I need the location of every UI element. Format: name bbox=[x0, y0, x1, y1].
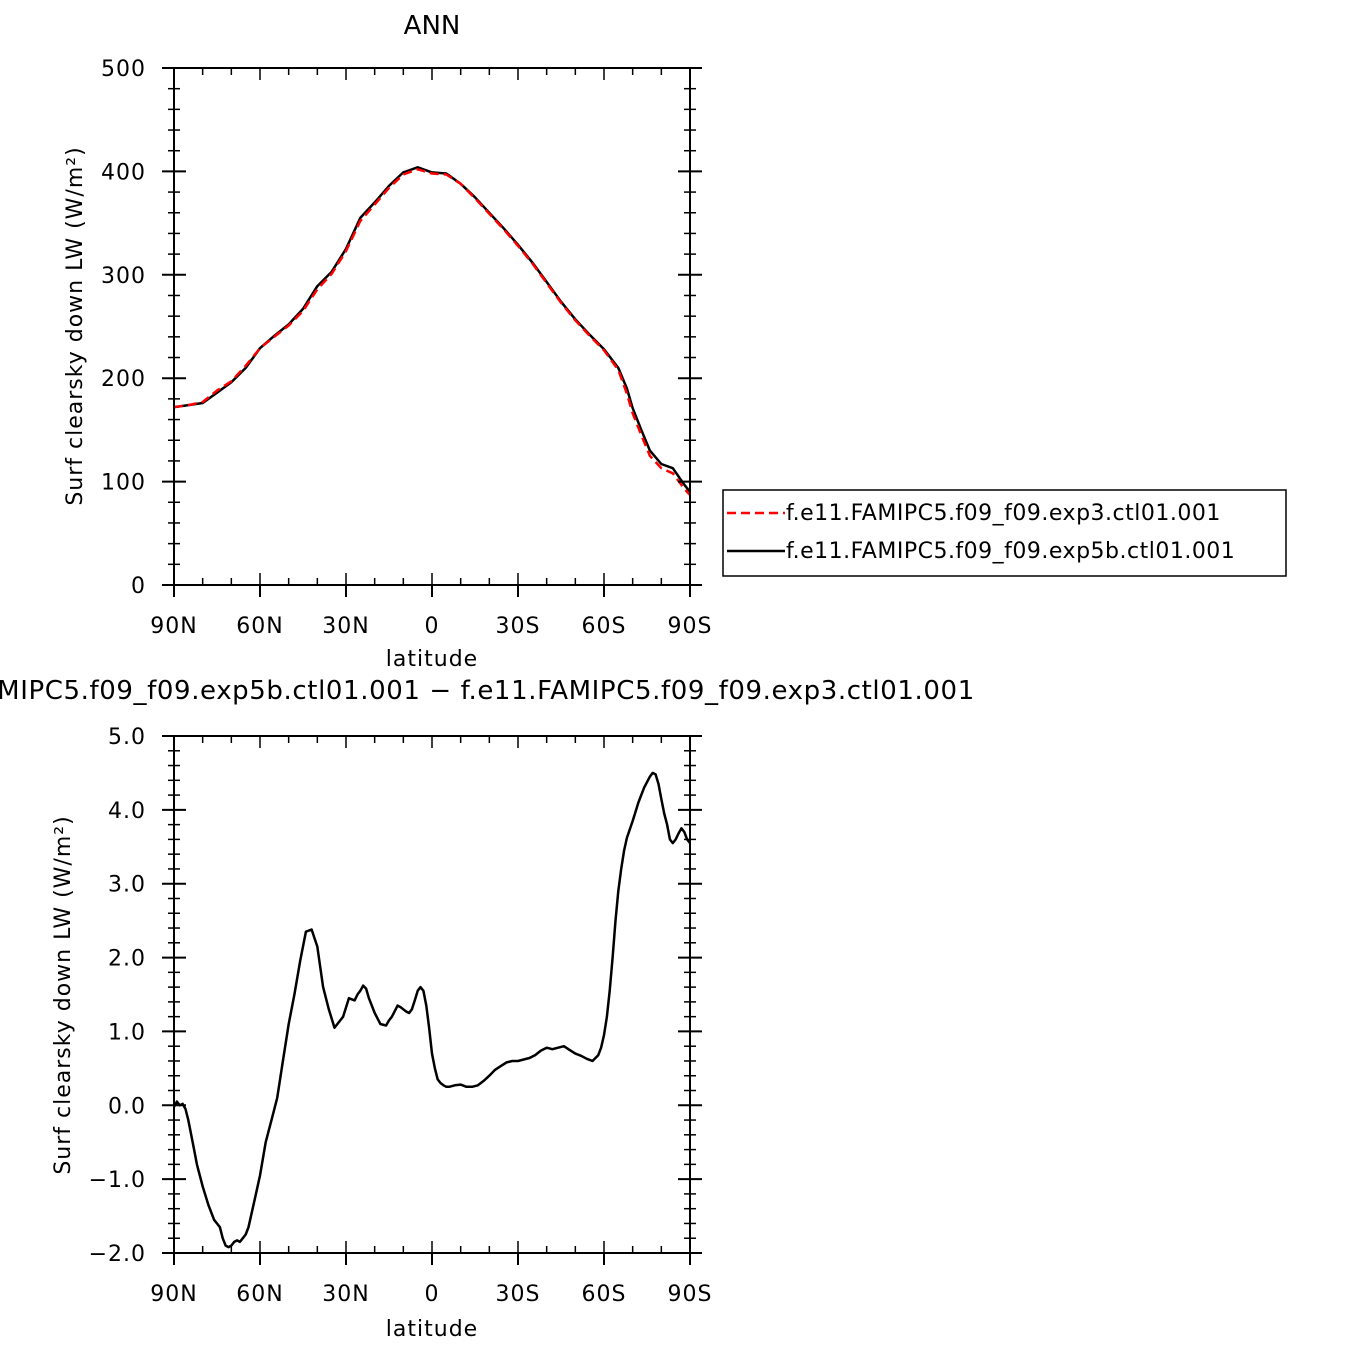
bottom-difference-chart: f.e11.FAMIPC5.f09_f09.exp5b.ctl01.001 − … bbox=[0, 676, 975, 1342]
top-x-tick-label: 60S bbox=[582, 614, 627, 639]
top-chart-title: ANN bbox=[404, 11, 461, 41]
bottom-x-tick-label: 30N bbox=[322, 1282, 369, 1307]
legend: f.e11.FAMIPC5.f09_f09.exp3.ctl01.001 f.e… bbox=[722, 489, 1287, 577]
top-x-tick-label: 0 bbox=[425, 614, 440, 639]
bottom-y-tick-label: −1.0 bbox=[89, 1168, 146, 1193]
bottom-y-tick-label: −2.0 bbox=[89, 1242, 146, 1267]
top-y-tick-label: 400 bbox=[101, 160, 146, 185]
bottom-chart-title: f.e11.FAMIPC5.f09_f09.exp5b.ctl01.001 − … bbox=[0, 676, 975, 706]
top-x-tick-label: 30N bbox=[322, 614, 369, 639]
legend-box bbox=[722, 489, 1287, 577]
bottom-x-tick-label: 60N bbox=[236, 1282, 283, 1307]
top-y-axis-label: Surf clearsky down LW (W/m²) bbox=[63, 146, 88, 505]
bottom-plot-lines bbox=[172, 771, 691, 1249]
top-x-tick-label: 30S bbox=[496, 614, 541, 639]
top-y-tick-label: 0 bbox=[131, 574, 146, 599]
bottom-plot-frame bbox=[173, 735, 691, 1254]
bottom-y-tick-label: 1.0 bbox=[108, 1020, 146, 1045]
top-series-line-0 bbox=[173, 168, 691, 496]
bottom-y-tick-label: 0.0 bbox=[108, 1094, 146, 1119]
top-line-chart: ANN Surf clearsky down LW (W/m²) latitud… bbox=[63, 11, 713, 672]
bottom-x-tick-label: 90S bbox=[668, 1282, 713, 1307]
legend-label-exp5b: f.e11.FAMIPC5.f09_f09.exp5b.ctl01.001 bbox=[786, 539, 1235, 564]
bottom-x-tick-label: 60S bbox=[582, 1282, 627, 1307]
bottom-x-tick-label: 0 bbox=[425, 1282, 440, 1307]
top-x-tick-label: 90S bbox=[668, 614, 713, 639]
bottom-y-axis-label: Surf clearsky down LW (W/m²) bbox=[51, 815, 76, 1174]
bottom-y-tick-label: 2.0 bbox=[108, 947, 146, 972]
legend-label-exp3: f.e11.FAMIPC5.f09_f09.exp3.ctl01.001 bbox=[786, 501, 1221, 526]
top-x-tick-label: 90N bbox=[150, 614, 197, 639]
top-series-line-1 bbox=[173, 166, 691, 493]
bottom-y-tick-label: 3.0 bbox=[108, 873, 146, 898]
top-y-tick-label: 100 bbox=[101, 471, 146, 496]
top-plot-frame bbox=[173, 67, 691, 586]
bottom-y-tick-label: 4.0 bbox=[108, 799, 146, 824]
top-y-tick-label: 500 bbox=[101, 57, 146, 82]
top-plot-lines bbox=[173, 166, 691, 496]
top-y-tick-label: 200 bbox=[101, 367, 146, 392]
bottom-plot-axes: 90N 60N 30N 0 30S 60S 90S −2.0 −1.0 0.0 1.0 2.0 3.0 4… bbox=[89, 725, 713, 1307]
bottom-x-tick-label: 90N bbox=[150, 1282, 197, 1307]
bottom-x-axis-label: latitude bbox=[386, 1317, 478, 1342]
top-x-axis-label: latitude bbox=[386, 647, 478, 672]
top-y-tick-label: 300 bbox=[101, 264, 146, 289]
top-x-tick-label: 60N bbox=[236, 614, 283, 639]
top-plot-axes: 90N 60N 30N 0 30S 60S 90S 0 100 200 300 400 500 bbox=[101, 57, 713, 639]
bottom-x-tick-label: 30S bbox=[496, 1282, 541, 1307]
bottom-y-tick-label: 5.0 bbox=[108, 725, 146, 750]
bottom-series-line-0 bbox=[172, 771, 691, 1249]
